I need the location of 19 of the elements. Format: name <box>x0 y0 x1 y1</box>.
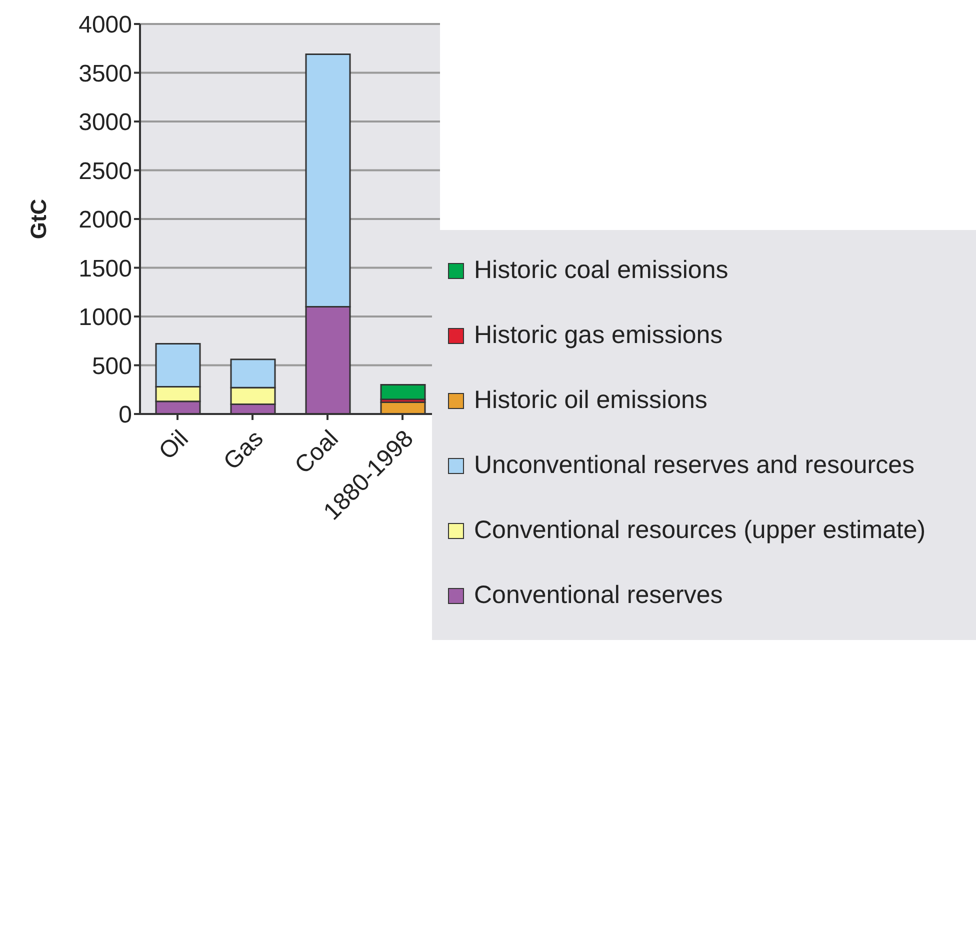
y-tick-label: 0 <box>118 402 132 429</box>
legend-label: Conventional resources (upper estimate) <box>474 516 926 545</box>
y-tick-label: 4000 <box>78 12 132 39</box>
x-tick-label: Oil <box>154 425 194 466</box>
legend-label: Historic oil emissions <box>474 386 708 415</box>
y-tick-label: 1000 <box>78 304 132 332</box>
legend-label: Unconventional reserves and resources <box>474 451 915 480</box>
y-tick-label: 2000 <box>78 206 132 234</box>
y-tick-label: 3500 <box>78 60 132 88</box>
legend-label: Conventional reserves <box>474 581 723 610</box>
y-axis-title: GtC <box>26 198 51 240</box>
y-tick-label: 1500 <box>78 255 132 282</box>
y-tick-label: 3000 <box>78 109 132 136</box>
y-tick-label: 500 <box>92 352 132 380</box>
legend-label: Historic coal emissions <box>474 256 728 285</box>
bar <box>380 384 426 400</box>
x-tick-label: Gas <box>218 425 269 476</box>
y-tick-label: 2500 <box>78 158 132 185</box>
legend-label: Historic gas emissions <box>474 321 723 350</box>
